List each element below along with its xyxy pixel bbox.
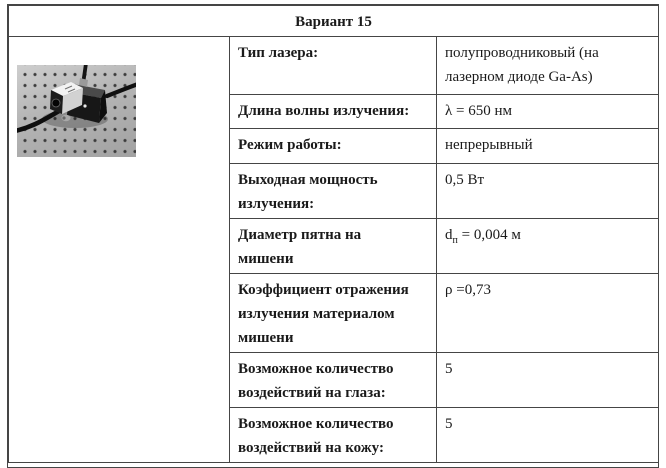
param-label-wavelength: Длина волны излучения:: [229, 94, 437, 129]
value-symbol: d: [445, 227, 453, 243]
param-label-spot-diameter: Диаметр пятна на мишени: [229, 218, 437, 274]
table-row: Длина волны излучения: λ = 650 нм: [9, 94, 660, 129]
param-value-eye-exposures: 5: [435, 352, 660, 408]
param-label-reflection-coefficient: Коэффициент отражения излучения материал…: [229, 273, 437, 353]
table-row-header: Вариант 15: [7, 5, 660, 37]
table-row: Возможное количество воздействий на глаз…: [9, 352, 660, 408]
table-row: Режим работы: непрерывный: [9, 128, 660, 164]
param-value-laser-type: полупроводниковый (на лазерном диоде Ga-…: [435, 36, 660, 95]
param-label-output-power: Выходная мощность излучения:: [229, 163, 437, 219]
param-label-skin-exposures: Возможное количество воздействий на кожу…: [229, 407, 437, 463]
variant-title: Вариант 15: [7, 5, 660, 37]
table-row: Выходная мощность излучения: 0,5 Вт: [9, 163, 660, 219]
table-row: Коэффициент отражения излучения материал…: [9, 273, 660, 353]
param-label-eye-exposures: Возможное количество воздействий на глаз…: [229, 352, 437, 408]
document-frame: Вариант 15: [7, 4, 660, 468]
param-value-spot-diameter: dп = 0,004 м: [435, 218, 660, 274]
param-value-wavelength: λ = 650 нм: [435, 94, 660, 129]
param-label-operation-mode: Режим работы:: [229, 128, 437, 164]
param-label-laser-type: Тип лазера:: [229, 36, 437, 95]
value-rest: = 0,004 м: [457, 227, 521, 243]
laser-device-illustration: [17, 65, 136, 133]
table-row: Диаметр пятна на мишени dп = 0,004 м: [9, 218, 660, 274]
table-row: Тип лазера: полупроводниковый (на лазерн…: [8, 36, 660, 463]
photo-cell: [8, 36, 230, 463]
variant-table: Вариант 15: [7, 5, 660, 463]
param-value-operation-mode: непрерывный: [435, 128, 660, 164]
value-subscript: п: [452, 235, 458, 246]
param-value-reflection-coefficient: ρ =0,73: [435, 273, 660, 353]
laser-module-photo: [17, 65, 136, 157]
param-value-output-power: 0,5 Вт: [435, 163, 660, 219]
param-value-skin-exposures: 5: [435, 407, 660, 463]
